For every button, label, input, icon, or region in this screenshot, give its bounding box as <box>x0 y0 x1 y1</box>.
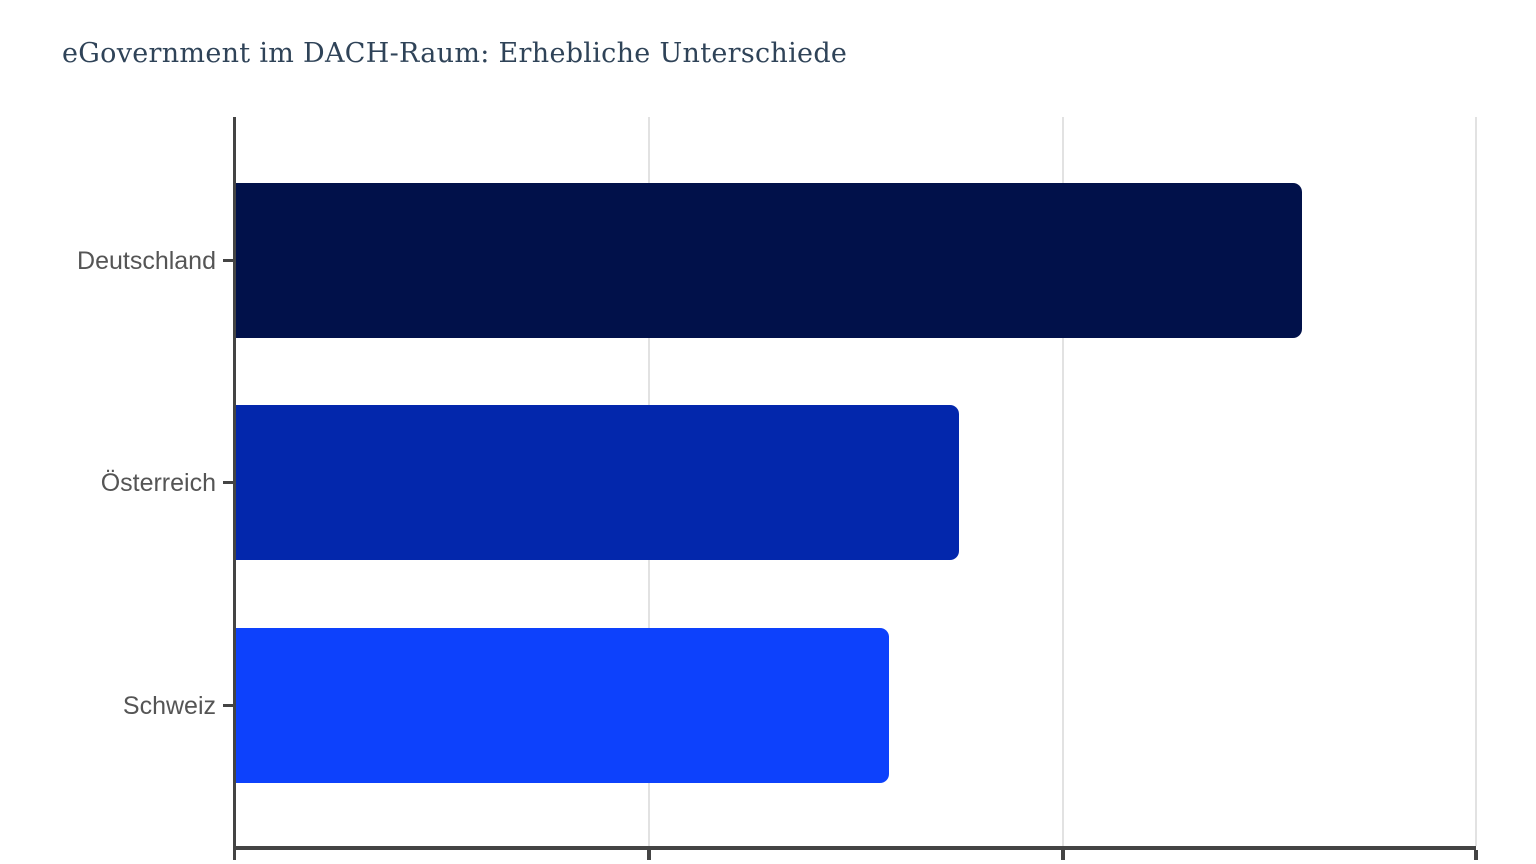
plot-area: Deutschland Österreich Schweiz <box>77 117 1478 860</box>
bar-schweiz <box>236 628 890 783</box>
x-axis-tick <box>1474 850 1478 860</box>
x-gridline <box>1061 117 1064 846</box>
x-axis-tick <box>1060 850 1065 860</box>
bar-deutschland <box>236 183 1303 338</box>
category-label-deutschland: Deutschland <box>77 246 216 275</box>
x-gridline <box>1475 117 1477 846</box>
category-label-sterreich: Österreich <box>100 468 216 497</box>
x-axis-tick <box>647 850 652 860</box>
bar-sterreich <box>236 405 960 560</box>
y-axis-tick <box>223 481 233 484</box>
x-axis-line <box>233 846 1476 850</box>
chart-title: eGovernment im DACH-Raum: Erhebliche Unt… <box>62 38 848 69</box>
y-axis-tick <box>223 704 233 707</box>
y-axis-line <box>233 117 236 860</box>
category-label-schweiz: Schweiz <box>122 691 216 720</box>
y-axis-tick <box>223 259 233 262</box>
